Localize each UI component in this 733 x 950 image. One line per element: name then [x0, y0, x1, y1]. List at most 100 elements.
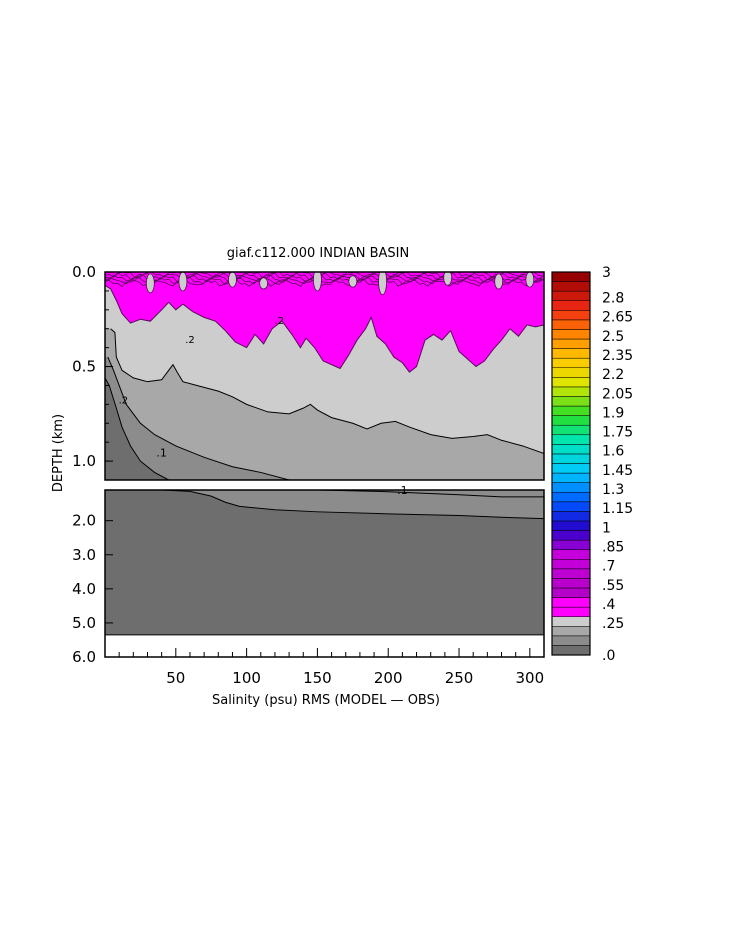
band-0.25-0.3: [105, 272, 544, 373]
colorbar-swatch: [551, 415, 591, 426]
colorbar-swatch: [551, 310, 591, 321]
lower-frame: [104, 489, 545, 658]
colorbar-swatch: [551, 559, 591, 570]
colorbar-swatch: [551, 377, 591, 388]
surface-contours: [105, 272, 543, 288]
colorbar-label: .0: [602, 648, 615, 664]
chart-title: giaf.c112.000 INDIAN BASIN: [227, 246, 409, 261]
band-0.15-0.2-contour: [110, 328, 544, 454]
colorbar-swatch: [551, 626, 591, 637]
band-lt-0.1-contour: [105, 377, 171, 480]
lower-contour-0.15: [133, 490, 544, 498]
y-tick-label: 4.0: [72, 580, 96, 598]
band-0.1-0.15: [105, 357, 290, 480]
y-tick-label: 2.0: [72, 512, 96, 530]
colorbar-swatch: [551, 463, 591, 474]
contour-label: .2: [274, 316, 284, 327]
x-axis: 50 100 150 200 250 300: [118, 648, 545, 687]
y-tick-label: 3.0: [72, 546, 96, 564]
colorbar-swatch: [551, 367, 591, 378]
colorbar-swatch: [551, 511, 591, 522]
colorbar-swatch: [551, 597, 591, 608]
colorbar-swatch: [551, 587, 591, 598]
lower-contour-0.1: [105, 490, 544, 520]
colorbar-label: 1.75: [602, 425, 633, 441]
colorbar-swatch: [551, 530, 591, 541]
colorbar-label: 2.5: [602, 329, 624, 345]
colorbar-swatch: [551, 472, 591, 483]
colorbar-label: 2.05: [602, 386, 633, 402]
colorbar-label: 1.45: [602, 463, 633, 479]
contour-label: .2: [119, 396, 129, 407]
colorbar-swatch: [551, 578, 591, 589]
band-lt-0.1: [105, 377, 169, 480]
colorbar-label: 1.6: [602, 444, 624, 460]
contour-label: .1: [156, 447, 167, 460]
colorbar-label: 1.9: [602, 405, 624, 421]
band-0.15-0.2: [105, 328, 544, 480]
x-tick-label: 200: [374, 669, 403, 687]
colorbar-swatch: [551, 424, 591, 436]
colorbar-label: .25: [602, 616, 624, 632]
colorbar: 3 2.8 2.65 2.5 2.35 2.2 2.05 1.9 1.75 1.6 1.45 1.3 1…: [551, 265, 633, 664]
y-tick-label: 1.0: [72, 452, 96, 470]
colorbar-swatch: [551, 491, 591, 503]
colorbar-label: 2.35: [602, 348, 633, 364]
colorbar-swatch: [551, 405, 591, 416]
colorbar-label: .85: [602, 539, 624, 555]
colorbar-swatch: [551, 635, 591, 646]
colorbar-swatch: [551, 357, 591, 368]
x-axis-label: Salinity (psu) RMS (MODEL — OBS): [212, 693, 440, 708]
colorbar-swatch: [551, 606, 591, 617]
colorbar-swatch: [551, 329, 591, 340]
y-axis-label: DEPTH (km): [51, 414, 66, 492]
colorbar-swatch: [551, 338, 591, 349]
colorbar-swatch: [551, 520, 591, 531]
colorbar-swatch: [551, 539, 591, 550]
colorbar-label: .55: [602, 578, 624, 594]
colorbar-swatch: [551, 645, 591, 656]
x-tick-label: 150: [303, 669, 332, 687]
colorbar-swatch: [551, 281, 591, 292]
colorbar-swatch: [551, 271, 591, 282]
colorbar-label: .4: [602, 597, 615, 613]
y-tick-label: 5.0: [72, 614, 96, 632]
colorbar-swatch: [551, 549, 591, 560]
x-tick-label: 300: [516, 669, 545, 687]
colorbar-swatch: [551, 290, 591, 301]
colorbar-swatch: [551, 453, 591, 464]
contour-label: .2: [185, 335, 195, 346]
colorbar-swatch: [551, 300, 591, 311]
colorbar-label: 2.8: [602, 291, 624, 307]
colorbar-label: 3: [602, 265, 611, 281]
colorbar-label: 1.3: [602, 482, 624, 498]
colorbar-swatch: [551, 319, 591, 330]
colorbar-swatch: [551, 501, 591, 512]
colorbar-swatch: [551, 616, 591, 627]
y-tick-label: 0.0: [72, 263, 96, 281]
upper-field: [105, 272, 544, 480]
y-axis: 0.0 0.5 1.0 2.0 3.0 4.0 5.0 6.0: [72, 263, 113, 666]
magenta-gaps: [145, 272, 535, 296]
lower-panel: [104, 489, 545, 658]
colorbar-label: 1.15: [602, 501, 633, 517]
x-tick-label: 250: [445, 669, 474, 687]
y-tick-label: 6.0: [72, 648, 96, 666]
colorbar-label: 2.2: [602, 367, 624, 383]
colorbar-swatch: [551, 568, 591, 579]
colorbar-swatch: [551, 348, 591, 359]
colorbar-swatch: [551, 482, 591, 493]
contour-label: .1: [397, 484, 408, 497]
colorbar-label: 2.65: [602, 310, 633, 326]
lower-field: [105, 490, 544, 635]
upper-panel: [104, 271, 545, 481]
x-tick-label: 50: [166, 669, 185, 687]
colorbar-swatch: [551, 444, 591, 455]
y-tick-label: 0.5: [72, 358, 96, 376]
upper-frame: [104, 271, 545, 481]
colorbar-label: 1: [602, 520, 611, 536]
band-0.1-0.15-contour: [107, 356, 292, 480]
colorbar-swatch: [551, 396, 591, 407]
